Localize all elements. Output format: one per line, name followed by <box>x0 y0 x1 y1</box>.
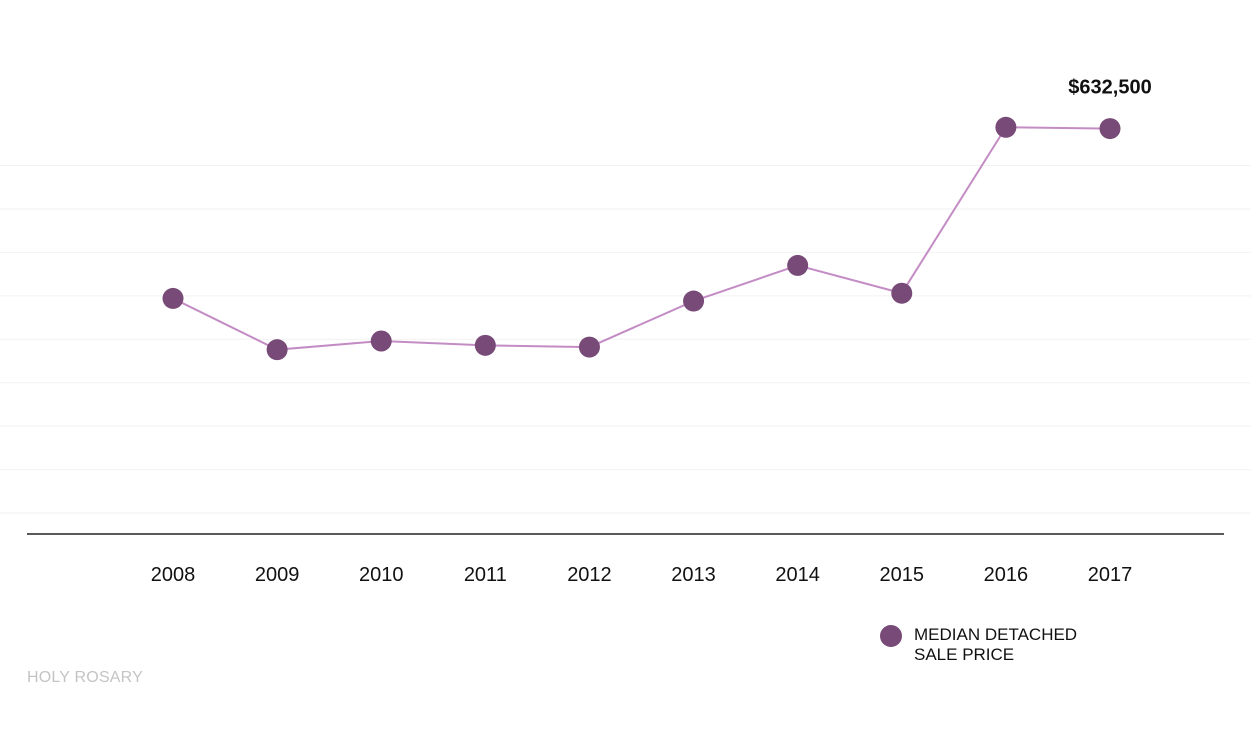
data-point <box>474 334 496 356</box>
x-tick-label: 2011 <box>464 564 507 586</box>
data-point <box>683 290 705 312</box>
x-tick-label: 2017 <box>1088 564 1133 586</box>
data-label: $632,500 <box>1068 77 1151 99</box>
data-point <box>891 282 913 304</box>
watermark: HOLY ROSARY <box>27 669 144 686</box>
legend-marker-icon <box>880 625 902 647</box>
x-tick-labels: 2008 2009 2010 2011 2012 2013 2014 2015 2016 2017 <box>151 564 1133 586</box>
x-tick-label: 2015 <box>880 564 925 586</box>
legend-label-line-1: MEDIAN DETACHED <box>914 625 1078 644</box>
data-point <box>370 330 392 352</box>
x-tick-label: 2008 <box>151 564 196 586</box>
grid-lines <box>0 165 1251 514</box>
x-tick-label: 2012 <box>567 564 612 586</box>
data-point <box>266 339 288 361</box>
legend: MEDIAN DETACHED SALE PRICE <box>880 625 1104 665</box>
x-tick-label: 2014 <box>775 564 820 586</box>
annotation-layer: $632,500 <box>1068 77 1151 99</box>
legend-label: MEDIAN DETACHED SALE PRICE <box>914 625 1104 665</box>
legend-label-line-2: SALE PRICE <box>914 645 1015 664</box>
x-tick-label: 2013 <box>671 564 716 586</box>
x-tick-label: 2009 <box>255 564 300 586</box>
data-point <box>162 287 184 309</box>
series-layer <box>162 116 1121 361</box>
x-tick-label: 2010 <box>359 564 404 586</box>
data-point <box>578 336 600 358</box>
series-line <box>172 126 1111 351</box>
data-point <box>787 254 809 276</box>
data-point <box>995 116 1017 138</box>
x-tick-label: 2016 <box>984 564 1029 586</box>
data-point <box>1099 118 1121 140</box>
